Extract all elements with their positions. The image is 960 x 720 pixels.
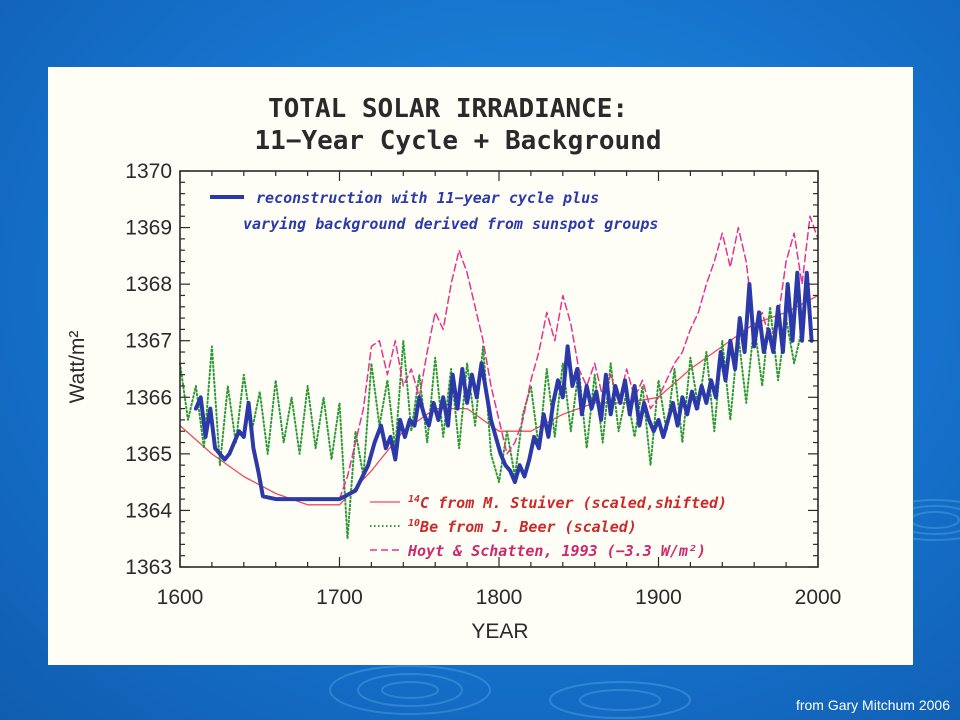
series-line-hoyt xyxy=(338,215,819,500)
legend-be10-text: Be from J. Beer (scaled) xyxy=(419,518,637,536)
x-axis-title: YEAR xyxy=(471,620,528,643)
series-line-c14 xyxy=(179,294,819,506)
chart-panel: TOTAL SOLAR IRRADIANCE: 11−Year Cycle + … xyxy=(48,67,913,665)
axis-layer: 1600 1700 1800 1900 2000 1363 1364 1365 1366 1367… xyxy=(125,160,841,609)
y-tick-label: 1370 xyxy=(125,160,172,183)
y-tick-label: 1364 xyxy=(125,499,172,522)
y-tick-label: 1367 xyxy=(125,330,172,353)
chart-title: TOTAL SOLAR IRRADIANCE: xyxy=(268,94,628,124)
legend-entry-be10: 10Be from J. Beer (scaled) xyxy=(408,518,637,536)
legend-entry-c14: 14C from M. Stuiver (scaled,shifted) xyxy=(408,494,727,512)
x-tick-label: 1900 xyxy=(635,586,682,609)
x-tick-label: 1800 xyxy=(476,586,523,609)
credit-text: from Gary Mitchum 2006 xyxy=(795,697,950,713)
legend-be10-sup: 10 xyxy=(408,518,420,529)
y-tick-label: 1369 xyxy=(125,217,172,240)
legend-bottom: 14C from M. Stuiver (scaled,shifted) 10B… xyxy=(370,494,727,560)
x-tick-label: 2000 xyxy=(795,586,842,609)
chart-subtitle: 11−Year Cycle + Background xyxy=(255,126,662,156)
series-line-reconstruction xyxy=(193,270,814,502)
y-tick-label: 1365 xyxy=(125,443,172,466)
legend-top: reconstruction with 11−year cycle plus v… xyxy=(210,189,658,233)
y-tick-label: 1363 xyxy=(125,556,172,579)
x-tick-label: 1700 xyxy=(316,586,363,609)
chart-svg: TOTAL SOLAR IRRADIANCE: 11−Year Cycle + … xyxy=(66,94,841,643)
legend-c14-text: C from M. Stuiver (scaled,shifted) xyxy=(420,494,727,512)
legend-c14-sup: 14 xyxy=(408,494,420,505)
y-tick-label: 1366 xyxy=(125,386,172,409)
x-tick-label: 1600 xyxy=(157,586,204,609)
legend-top-line1: reconstruction with 11−year cycle plus xyxy=(256,189,599,207)
series-layer xyxy=(179,215,819,540)
y-tick-label: 1368 xyxy=(125,273,172,296)
legend-top-line2: varying background derived from sunspot … xyxy=(243,215,658,233)
legend-entry-hoyt: Hoyt & Schatten, 1993 (−3.3 W/m²) xyxy=(407,542,706,560)
y-axis-title: Watt/m² xyxy=(66,331,89,404)
